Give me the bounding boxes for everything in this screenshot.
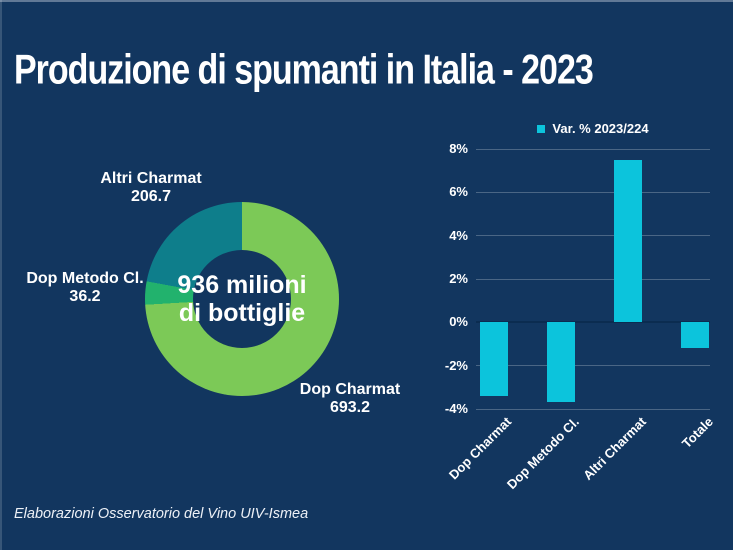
gridline (476, 148, 710, 150)
donut-center-line2: di bottiglie (178, 299, 306, 327)
x-axis-label-totale: Totale (678, 414, 716, 452)
y-tick-label: -4% (444, 401, 468, 416)
x-axis-label-dop-metodo-cl: Dop Metodo Cl. (503, 414, 582, 493)
source-note: Elaborazioni Osservatorio del Vino UIV-I… (14, 506, 309, 522)
bar-altri-charmat (614, 159, 642, 323)
y-tick-label: 6% (449, 184, 468, 200)
legend-label: Var. % 2023/224 (552, 121, 649, 136)
gridline (476, 408, 710, 410)
donut-center-label: 936 milioni di bottiglie (122, 271, 362, 327)
x-axis-label-altri-charmat: Altri Charmat (579, 414, 649, 483)
slice-value: 36.2 (69, 288, 101, 305)
gridline (476, 191, 710, 193)
donut-chart: 936 milioni di bottiglie (145, 202, 339, 396)
gridline (476, 278, 710, 280)
bar-plot: 8% 6% 4% 2% 0% -2% -4% Dop Charmat Dop Metodo Cl… (445, 141, 716, 492)
slice-value: 693.2 (329, 399, 371, 416)
slice-name: Dop Charmat (299, 381, 401, 398)
slice-value: 206.7 (130, 188, 172, 205)
y-tick-label: 8% (449, 141, 468, 156)
donut-hole (193, 250, 291, 348)
y-tick-label: 0% (449, 314, 468, 330)
zero-axis-line (476, 321, 710, 324)
y-tick-label: 2% (449, 271, 468, 286)
bar-chart-legend: Var. % 2023/224 (476, 121, 710, 136)
donut-label-dop-metodo-cl: Dop Metodo Cl. 36.2 (0, 270, 195, 306)
slide-top-edge (0, 0, 733, 2)
gridline (476, 365, 710, 367)
bar-dop-charmat (480, 322, 508, 396)
donut-label-altri-charmat: Altri Charmat 206.7 (41, 170, 261, 206)
y-tick-label: -2% (444, 357, 468, 373)
legend-marker-icon (537, 124, 546, 133)
bar-totale (681, 322, 709, 349)
page-title: Produzione di spumanti in Italia - 2023 (14, 46, 594, 94)
x-axis-label-dop-charmat: Dop Charmat (446, 414, 515, 483)
y-tick-label: 4% (449, 227, 468, 243)
slide-left-edge (0, 0, 2, 550)
donut-center-line1: 936 milioni (177, 271, 307, 299)
slice-name: Dop Metodo Cl. (26, 270, 144, 287)
slice-name: Altri Charmat (100, 170, 202, 187)
bar-dop-metodo-cl (547, 322, 575, 403)
donut-label-dop-charmat: Dop Charmat 693.2 (240, 381, 460, 417)
gridline (476, 235, 710, 237)
